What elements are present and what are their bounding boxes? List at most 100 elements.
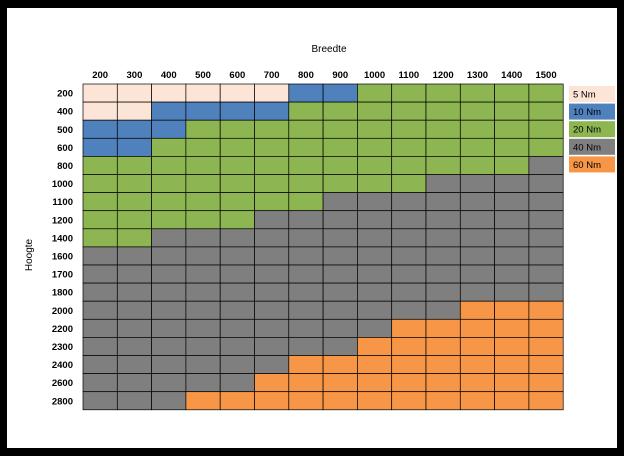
heatmap-cell xyxy=(357,355,393,374)
heatmap-cell xyxy=(528,174,564,193)
heatmap-cell xyxy=(82,101,118,121)
heatmap-cell xyxy=(425,391,461,411)
heatmap-cell xyxy=(425,174,461,193)
heatmap-cell xyxy=(322,300,358,320)
heatmap-cell xyxy=(185,210,221,230)
heatmap-cell xyxy=(459,282,495,302)
heatmap-cell xyxy=(219,228,255,248)
heatmap-cell xyxy=(528,156,564,175)
heatmap-cell xyxy=(322,282,358,302)
heatmap-cell xyxy=(425,119,461,139)
heatmap-cell xyxy=(322,101,358,121)
heatmap-cell xyxy=(494,337,530,356)
legend-label: 60 Nm xyxy=(573,160,601,171)
heatmap-cell xyxy=(82,337,118,356)
heatmap-cell xyxy=(254,337,290,356)
heatmap-cell xyxy=(391,210,427,230)
heatmap-cell xyxy=(494,300,530,320)
heatmap-cell xyxy=(288,355,324,374)
heatmap-cell xyxy=(391,300,427,320)
heatmap-cell xyxy=(219,264,255,284)
heatmap-cell xyxy=(425,246,461,266)
heatmap-cell xyxy=(82,355,118,374)
heatmap-cell xyxy=(185,300,221,320)
heatmap-cell xyxy=(254,228,290,248)
heatmap-cell xyxy=(82,264,118,284)
legend-label: 20 Nm xyxy=(573,125,601,136)
heatmap-cell xyxy=(391,192,427,212)
heatmap-cell xyxy=(391,355,427,374)
heatmap-cell xyxy=(528,119,564,139)
heatmap-cell xyxy=(459,210,495,230)
heatmap-cell xyxy=(116,246,152,266)
heatmap-cell xyxy=(459,156,495,175)
heatmap-cell xyxy=(425,264,461,284)
heatmap-cell xyxy=(185,174,221,193)
row-label: 1000 xyxy=(52,179,73,190)
heatmap-cell xyxy=(116,119,152,139)
heatmap-cell xyxy=(322,373,358,393)
heatmap-cell xyxy=(185,318,221,338)
row-label: 2400 xyxy=(52,360,73,371)
row-label: 2600 xyxy=(52,378,73,389)
legend-swatch xyxy=(569,138,615,155)
heatmap-cell xyxy=(82,119,118,139)
heatmap-cell xyxy=(391,156,427,175)
heatmap-cell xyxy=(116,210,152,230)
heatmap-cell xyxy=(219,83,255,103)
heatmap-cell xyxy=(185,137,221,157)
heatmap-cell xyxy=(494,174,530,193)
heatmap-cell xyxy=(82,174,118,193)
heatmap-cell xyxy=(116,300,152,320)
heatmap-cell xyxy=(357,83,393,103)
heatmap-cell xyxy=(82,137,118,157)
heatmap-cell xyxy=(288,318,324,338)
heatmap-cell xyxy=(219,318,255,338)
heatmap-cell xyxy=(151,337,187,356)
heatmap-cell xyxy=(116,228,152,248)
heatmap-cell xyxy=(459,137,495,157)
heatmap-cell xyxy=(82,318,118,338)
heatmap-cell xyxy=(151,391,187,411)
heatmap-cell xyxy=(425,355,461,374)
heatmap-cell xyxy=(151,246,187,266)
heatmap-cell xyxy=(288,337,324,356)
heatmap-cell xyxy=(219,192,255,212)
heatmap-cell xyxy=(425,156,461,175)
column-label: 200 xyxy=(92,70,108,81)
heatmap-cell xyxy=(459,83,495,103)
row-label: 1600 xyxy=(52,251,73,262)
legend-swatch xyxy=(569,86,615,102)
heatmap-cell xyxy=(528,192,564,212)
heatmap-cell xyxy=(288,300,324,320)
heatmap-cell xyxy=(116,391,152,411)
heatmap-cell xyxy=(151,282,187,302)
heatmap-cell xyxy=(82,391,118,411)
heatmap-cell xyxy=(528,246,564,266)
heatmap-cell xyxy=(322,210,358,230)
heatmap-cell xyxy=(459,228,495,248)
heatmap-cell xyxy=(459,355,495,374)
heatmap-cell xyxy=(116,137,152,157)
heatmap-cell xyxy=(82,228,118,248)
heatmap-cell xyxy=(425,210,461,230)
column-label: 600 xyxy=(229,70,245,81)
heatmap-cell xyxy=(391,83,427,103)
heatmap-cell xyxy=(528,210,564,230)
heatmap-cell xyxy=(151,228,187,248)
heatmap-cell xyxy=(391,137,427,157)
heatmap-cell xyxy=(254,192,290,212)
heatmap-cell xyxy=(322,246,358,266)
heatmap-cell xyxy=(494,355,530,374)
heatmap-cell xyxy=(322,119,358,139)
heatmap-cell xyxy=(151,264,187,284)
heatmap-cell xyxy=(288,391,324,411)
heatmap-cell xyxy=(219,246,255,266)
heatmap-cell xyxy=(459,318,495,338)
heatmap-cell xyxy=(528,355,564,374)
heatmap-cell xyxy=(425,282,461,302)
legend-label: 40 Nm xyxy=(573,142,601,153)
legend-label: 5 Nm xyxy=(573,90,596,101)
heatmap-cell xyxy=(82,282,118,302)
heatmap-cell xyxy=(494,210,530,230)
